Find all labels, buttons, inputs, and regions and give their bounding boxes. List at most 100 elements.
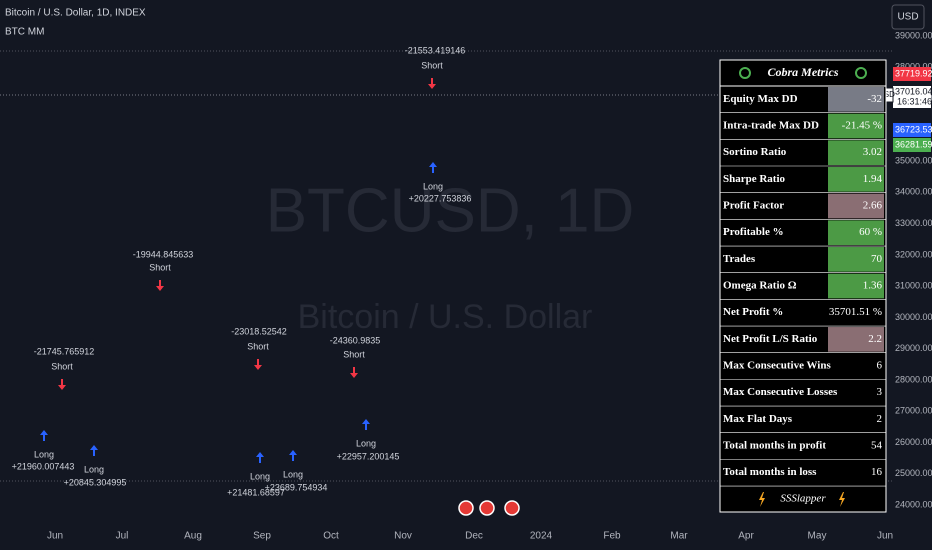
price-axis-label: 38000.00: [895, 62, 932, 72]
price-axis-label: 34000.00: [895, 187, 932, 197]
metric-label: Sortino Ratio: [723, 146, 787, 158]
metric-label: Max Consecutive Losses: [723, 386, 838, 398]
time-axis-label: 2024: [530, 531, 553, 542]
short-arrow: [156, 280, 164, 291]
metric-label: Sharpe Ratio: [723, 173, 786, 185]
high-price-tag-bg: [893, 67, 931, 81]
price-axis-label: 28000.00: [895, 374, 932, 384]
metric-value: 16: [871, 466, 883, 478]
trade-label: Short: [343, 349, 365, 359]
header-icon: [855, 67, 867, 79]
time-axis-label: Dec: [465, 531, 483, 542]
blue-price-tag: 36723.53: [895, 124, 932, 134]
metric-label: Net Profit L/S Ratio: [723, 333, 818, 345]
trade-value: -23018.52542: [231, 326, 287, 336]
price-axis-label: 35000.00: [895, 155, 932, 165]
trade-label: Long: [283, 469, 303, 479]
metric-label: Profit Factor: [723, 200, 784, 212]
metric-label: Profitable %: [723, 226, 784, 238]
trade-label: Long: [356, 438, 376, 448]
metric-label: Max Consecutive Wins: [723, 360, 831, 372]
value-cell: [828, 247, 884, 272]
long-arrow: [256, 452, 264, 463]
trade-value: +21960.007443: [12, 461, 75, 471]
metric-value: 3: [877, 386, 883, 398]
table-footer: SSSlapper: [780, 493, 826, 505]
value-cell: [828, 167, 884, 192]
high-price-tag: 37719.92: [895, 68, 932, 78]
value-cell: [828, 193, 884, 219]
bottom-icons: [458, 500, 520, 516]
long-arrow: [429, 162, 437, 173]
trade-value: -21553.419146: [405, 45, 466, 55]
trade-value: +22957.200145: [337, 451, 400, 461]
metric-value: 54: [871, 440, 883, 452]
metric-value: 2.66: [863, 200, 883, 212]
value-cell: [828, 273, 884, 299]
price-axis-label: 39000.00: [895, 30, 932, 40]
short-arrow: [58, 379, 66, 390]
currency-label[interactable]: USD: [897, 12, 918, 23]
short-arrow: [254, 359, 262, 370]
time-axis-label: Mar: [670, 531, 688, 542]
time-axis-label: Sep: [253, 531, 271, 542]
metric-value: 1.94: [863, 173, 883, 185]
time-axis-label: Aug: [184, 531, 202, 542]
table-title: Cobra Metrics: [767, 65, 838, 79]
trade-label: Long: [84, 464, 104, 474]
long-arrow: [362, 419, 370, 430]
long-arrow: [40, 430, 48, 441]
trade-label: Short: [149, 262, 171, 272]
short-arrow: [428, 78, 436, 89]
metric-value: 2: [877, 413, 883, 425]
time-axis-label: Oct: [323, 531, 339, 542]
green-price-tag: 36281.59: [895, 139, 932, 149]
last-price-bg: [893, 86, 931, 108]
time-axis-label: Jun: [877, 531, 893, 542]
time-axis-label: Jun: [47, 531, 63, 542]
time-axis-label: Feb: [603, 531, 621, 542]
trade-label: Short: [247, 341, 269, 351]
currency-button[interactable]: [891, 4, 925, 30]
trade-label: Long: [250, 471, 270, 481]
last-price-tag: 37016.04: [895, 86, 932, 96]
price-axis-label: 33000.00: [895, 218, 932, 228]
symbol-title[interactable]: Bitcoin / U.S. Dollar, 1D, INDEX: [5, 8, 146, 19]
watermark-name: Bitcoin / U.S. Dollar: [298, 298, 593, 336]
time-axis-label: May: [808, 531, 827, 542]
watermark-ticker: BTCUSD, 1D: [266, 176, 635, 245]
value-cell: [828, 87, 884, 112]
metric-label: Net Profit %: [723, 306, 783, 318]
time-axis-label: Jul: [116, 531, 129, 542]
metric-label: Total months in profit: [723, 440, 826, 452]
countdown-tag: 16:31:46: [897, 96, 932, 106]
price-axis-label: 29000.00: [895, 343, 932, 353]
trade-value: +20845.304995: [64, 477, 127, 487]
metric-label: Total months in loss: [723, 466, 817, 478]
price-axis-label: 25000.00: [895, 468, 932, 478]
price-axis-label: 27000.00: [895, 406, 932, 416]
trade-value: -21745.765912: [34, 346, 95, 356]
short-arrow: [350, 367, 358, 378]
value-cell: [828, 327, 884, 352]
footer-bolt: [759, 492, 765, 507]
metric-label: Omega Ratio Ω: [723, 280, 797, 292]
long-arrow: [90, 445, 98, 456]
trade-value: -24360.9835: [330, 335, 381, 345]
green-price-tag-bg: [893, 138, 931, 152]
price-axis-label: 26000.00: [895, 437, 932, 447]
trade-label: Short: [421, 60, 443, 70]
indicator-title[interactable]: BTC MM: [5, 27, 44, 38]
trade-label: Long: [423, 181, 443, 191]
trade-label: Long: [34, 449, 54, 459]
metric-value: 1.36: [863, 280, 883, 292]
blue-price-tag-bg: [893, 123, 931, 137]
metric-label: Trades: [723, 253, 756, 265]
time-axis-label: Nov: [394, 531, 412, 542]
time-axis-label: Apr: [738, 531, 754, 542]
metric-label: Max Flat Days: [723, 413, 793, 425]
trade-value: +21481.68597: [227, 487, 285, 497]
metric-value: 6: [877, 360, 883, 372]
